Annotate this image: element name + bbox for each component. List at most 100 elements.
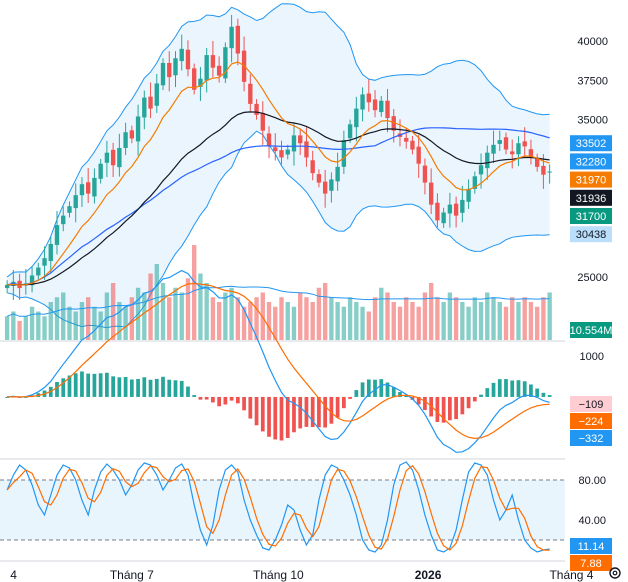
candle-body — [422, 165, 428, 183]
volume-panel[interactable] — [4, 245, 552, 340]
candle-body — [478, 165, 484, 175]
macd-histogram-bar — [329, 396, 334, 424]
stoch-badge-label: 11.14 — [578, 541, 605, 553]
volume-bar — [366, 311, 371, 340]
macd-histogram-bar — [285, 396, 290, 438]
macd-badge: −332 — [570, 430, 612, 446]
volume-bar — [497, 302, 502, 340]
macd-histogram-bar — [379, 379, 384, 397]
stoch-badge-bg — [570, 538, 612, 554]
macd-histogram-bar — [267, 396, 271, 437]
macd-line — [7, 269, 550, 453]
candle-body — [210, 55, 216, 68]
volume-bar — [154, 264, 159, 340]
price-badge: 31936 — [570, 189, 612, 206]
volume-bar — [185, 278, 191, 340]
macd-histogram-bar — [510, 380, 515, 397]
macd-histogram-bar — [354, 390, 359, 397]
candle-body — [547, 171, 552, 173]
candle-body — [273, 147, 278, 152]
macd-histogram-bar — [516, 380, 521, 397]
macd-histogram-bar — [304, 396, 309, 427]
price-badge-label: 31970 — [576, 175, 607, 187]
volume-bar — [485, 292, 490, 340]
x-tick-label: Tháng 10 — [253, 568, 304, 582]
macd-histogram-bar — [460, 396, 465, 415]
stochastic-panel[interactable] — [0, 461, 565, 553]
candle-body — [510, 151, 515, 155]
macd-histogram-bar — [254, 396, 259, 426]
volume-bar — [441, 302, 446, 340]
macd-histogram-bar — [273, 396, 278, 440]
candle-body — [67, 206, 72, 213]
macd-histogram-bar — [73, 373, 78, 397]
stoch-badge: 7.88 — [570, 555, 612, 571]
candle-body — [160, 62, 166, 86]
price-tick-label: 40000 — [577, 36, 608, 48]
macd-histogram-bar — [535, 388, 540, 397]
macd-tick-label: 1000 — [580, 351, 604, 363]
candle-body — [110, 149, 116, 166]
grid-layer — [0, 340, 565, 562]
macd-histogram-bar — [398, 392, 402, 397]
macd-histogram-bar — [391, 387, 396, 397]
price-badge: 31970 — [570, 171, 612, 188]
candle-body — [216, 65, 222, 76]
volume-bar — [173, 287, 178, 340]
macd-badge: −224 — [570, 413, 612, 429]
macd-histogram-bar — [229, 396, 234, 401]
volume-bar — [61, 292, 66, 340]
volume-bar — [372, 297, 378, 340]
candle-body — [73, 195, 78, 209]
price-badge-bg — [570, 153, 612, 170]
volume-bar — [42, 316, 47, 340]
candle-body — [354, 108, 359, 128]
volume-bar — [73, 311, 78, 340]
volume-bar — [335, 302, 340, 340]
volume-bar — [86, 297, 91, 340]
price-panel[interactable] — [4, 3, 552, 329]
candle-body — [441, 212, 446, 224]
candle-body — [192, 68, 197, 90]
macd-histogram-bar — [204, 396, 209, 400]
macd-panel[interactable] — [5, 269, 552, 453]
macd-histogram-bar — [360, 382, 365, 397]
macd-histogram-bar — [167, 379, 172, 397]
candle-body — [54, 225, 60, 245]
macd-histogram-bar — [148, 379, 153, 397]
price-badge: 30438 — [570, 226, 612, 243]
candle-body — [142, 97, 147, 118]
settings-gear-icon[interactable] — [608, 566, 622, 580]
candle-body — [304, 141, 309, 158]
volume-bar — [310, 302, 315, 340]
price-badges: 33502 32280 31970 31936 31700 30438 10.554M −10… — [570, 135, 613, 571]
candle-body — [123, 132, 128, 148]
price-badge-bg — [570, 171, 612, 188]
volume-bar — [117, 302, 122, 340]
macd-histogram-bar — [117, 377, 122, 397]
volume-bar — [322, 283, 328, 340]
macd-histogram-bar — [260, 396, 265, 432]
volume-bar — [404, 297, 409, 340]
candle-body — [503, 137, 509, 150]
volume-bar — [416, 306, 421, 340]
volume-bar — [304, 297, 309, 340]
volume-bar — [503, 306, 509, 340]
volume-bar — [534, 306, 540, 340]
macd-badge-bg — [570, 396, 612, 412]
macd-histogram-bar — [111, 376, 115, 397]
candle-body — [198, 78, 203, 87]
volume-bar — [298, 292, 303, 340]
volume-badge-label: 10.554M — [570, 325, 613, 337]
macd-histogram-bar — [323, 396, 328, 428]
candle-body — [148, 96, 153, 109]
price-badge-label: 31936 — [576, 193, 607, 205]
candle-body — [404, 137, 409, 142]
price-badge-label: 32280 — [576, 156, 607, 168]
volume-bar — [123, 306, 128, 340]
macd-histogram-bar — [98, 373, 103, 397]
macd-histogram-bar — [404, 396, 409, 398]
